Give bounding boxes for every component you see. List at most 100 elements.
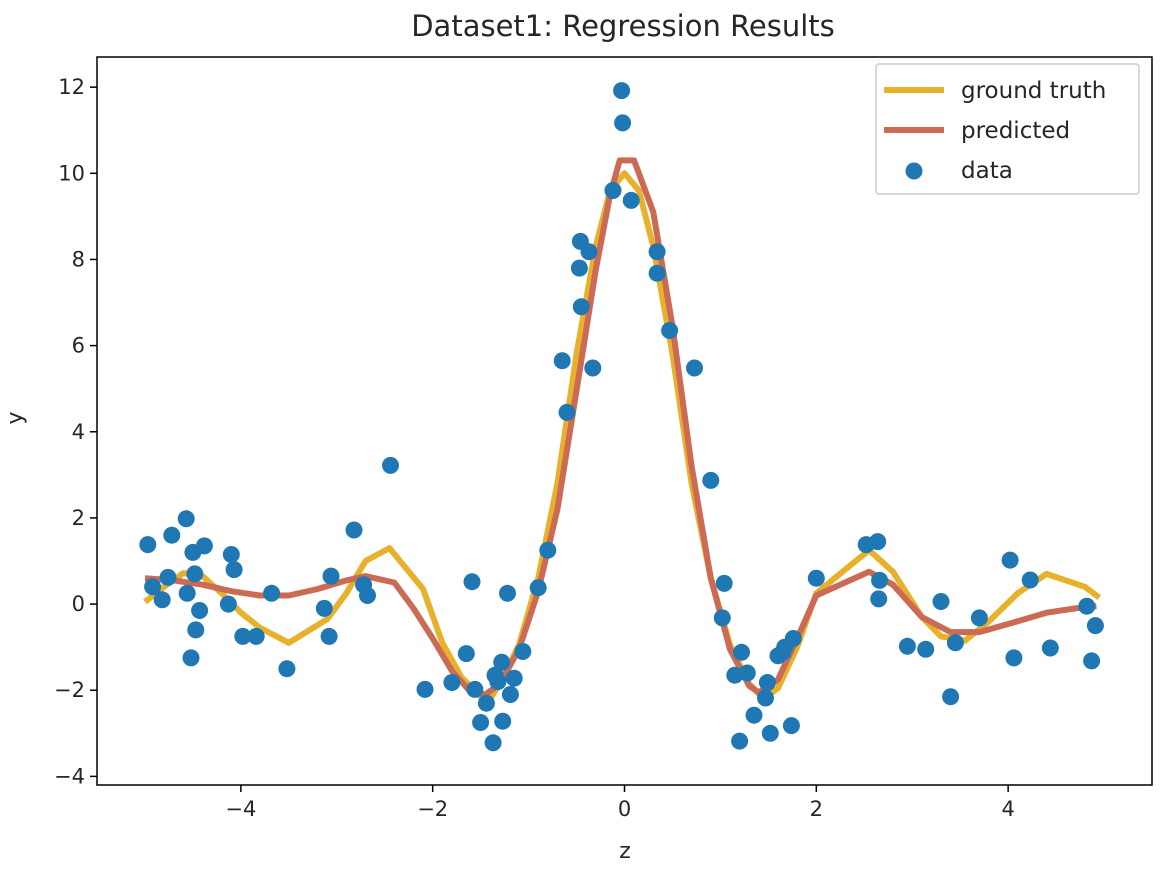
data-point <box>278 660 296 678</box>
legend-label-data: data <box>961 158 1013 184</box>
data-point <box>178 584 196 602</box>
y-tick-label: 8 <box>72 247 85 271</box>
data-point <box>163 526 181 544</box>
y-tick-label: −2 <box>54 678 85 702</box>
data-point <box>622 191 640 209</box>
data-point <box>1083 652 1101 670</box>
data-point <box>144 578 162 596</box>
data-point <box>758 674 776 691</box>
legend-label-ground-truth: ground truth <box>961 78 1106 104</box>
data-point <box>871 571 889 589</box>
data-point <box>1086 617 1104 635</box>
x-tick-label: 4 <box>1001 797 1014 821</box>
x-tick-label: 2 <box>810 797 823 821</box>
data-point <box>159 568 177 586</box>
x-axis-label: z <box>619 839 631 864</box>
y-tick-label: 10 <box>58 161 85 185</box>
y-axis-label: y <box>3 411 28 424</box>
y-tick-label: 0 <box>72 592 85 616</box>
data-point <box>570 259 588 277</box>
data-point <box>225 561 243 579</box>
data-point <box>359 587 376 604</box>
data-point <box>713 609 731 627</box>
data-point <box>191 602 209 619</box>
legend-frame <box>875 63 1140 195</box>
data-point <box>443 674 461 691</box>
data-point <box>761 724 779 742</box>
data-point <box>222 546 240 563</box>
legend: ground truth predicted data <box>875 63 1140 195</box>
data-point <box>514 643 532 660</box>
series-line-ground-truth <box>143 170 1102 702</box>
data-point <box>505 669 523 687</box>
data-point <box>499 584 516 602</box>
x-tick-label: −2 <box>417 797 448 821</box>
data-point <box>1041 639 1059 657</box>
data-point <box>234 627 252 645</box>
data-point <box>702 471 720 489</box>
data-point <box>613 82 631 100</box>
data-point <box>322 567 340 585</box>
data-point <box>263 584 281 602</box>
data-point <box>686 359 703 377</box>
data-point <box>648 264 666 282</box>
data-point <box>553 352 571 370</box>
data-point <box>1021 571 1039 589</box>
plot-area <box>96 56 1153 786</box>
data-point <box>942 688 960 706</box>
data-point <box>733 643 750 661</box>
data-point <box>477 694 495 712</box>
data-point <box>382 456 399 474</box>
data-point <box>186 565 204 583</box>
data-point <box>182 649 200 667</box>
series-line-predicted <box>144 157 1097 698</box>
data-point <box>970 609 988 627</box>
data-point <box>917 640 935 658</box>
y-tick-label: 6 <box>72 334 85 358</box>
data-point <box>580 243 598 261</box>
data-point <box>614 114 632 132</box>
data-point <box>661 322 679 339</box>
data-point <box>539 541 557 559</box>
data-point <box>558 403 576 421</box>
data-point <box>738 664 756 682</box>
data-point <box>648 243 666 261</box>
data-point <box>219 595 237 613</box>
data-point <box>463 573 481 591</box>
data-point <box>345 521 363 539</box>
data-point <box>898 637 916 655</box>
data-point <box>1005 649 1023 667</box>
data-point <box>247 627 265 645</box>
data-point <box>572 298 590 316</box>
chart-title: Dataset1: Regression Results <box>411 9 835 43</box>
data-point <box>782 717 800 735</box>
data-point <box>177 510 195 528</box>
y-tick-label: 12 <box>58 75 85 99</box>
data-point <box>584 359 602 377</box>
data-point <box>869 533 887 551</box>
data-point <box>870 590 888 608</box>
data-point <box>784 630 802 647</box>
data-point <box>315 599 333 617</box>
x-axis: −4 −2 0 2 4 <box>225 785 1015 821</box>
data-point <box>493 653 511 671</box>
y-axis: −4 −2 0 2 4 6 8 10 12 <box>54 75 97 788</box>
data-point <box>757 689 774 707</box>
data-point <box>466 680 484 698</box>
data-point <box>139 536 157 554</box>
legend-label-predicted: predicted <box>961 118 1070 144</box>
data-point <box>489 673 507 691</box>
legend-swatch-data <box>905 162 923 180</box>
data-point <box>946 634 964 652</box>
data-point <box>604 182 622 199</box>
x-tick-label: 0 <box>618 797 631 821</box>
data-point <box>153 591 171 609</box>
data-point <box>195 537 213 555</box>
data-point <box>1001 551 1019 569</box>
data-point <box>726 666 744 684</box>
data-point <box>932 593 950 610</box>
data-point <box>715 574 733 592</box>
y-tick-label: 4 <box>72 420 85 444</box>
data-point <box>416 680 434 698</box>
